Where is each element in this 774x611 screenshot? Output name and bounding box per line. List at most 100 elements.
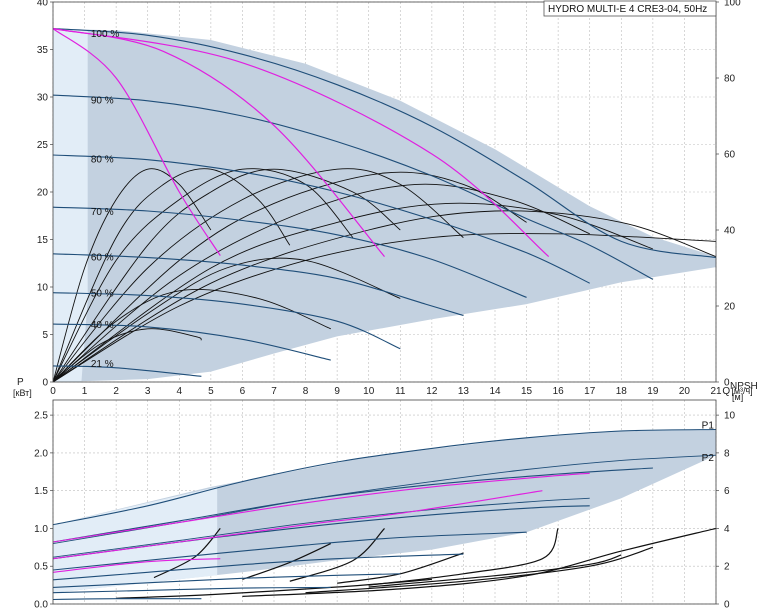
- x-tick-label: 0: [50, 386, 56, 397]
- npsh-curve: [242, 543, 332, 580]
- x-tick-label: 6: [240, 386, 246, 397]
- right-tick-label: 2: [724, 562, 730, 573]
- x-tick-label: 5: [208, 386, 214, 397]
- left-tick-label: 0.5: [34, 562, 48, 573]
- efficiency-curve: [53, 328, 202, 382]
- efficiency-curve: [53, 257, 401, 382]
- npsh-curve: [368, 554, 622, 588]
- speed-label: 100 %: [91, 29, 119, 40]
- left-tick-label: 25: [37, 140, 49, 151]
- x-tick-label: 15: [521, 386, 533, 397]
- x-tick-label: 18: [616, 386, 628, 397]
- p2-curve: [53, 497, 590, 558]
- head-curve: [53, 253, 464, 317]
- head-curve: [53, 28, 716, 259]
- right-tick-label: 10: [724, 411, 736, 422]
- right-tick-label: 0: [724, 378, 730, 389]
- speed-label: 21 %: [91, 359, 114, 370]
- plot-area: [53, 428, 716, 601]
- npsh-curve: [153, 528, 221, 579]
- x-tick-label: 17: [584, 386, 596, 397]
- efficiency-curve: [53, 168, 401, 382]
- p1-curve: [53, 586, 331, 594]
- left-tick-label: 35: [37, 45, 49, 56]
- title-box: HYDRO MULTI-E 4 CRE3-04, 50Hz: [543, 0, 717, 17]
- x-tick-label: 21: [710, 386, 722, 397]
- npsh-curve: [116, 578, 432, 599]
- x-tick-label: 12: [426, 386, 438, 397]
- efficiency-curve: [53, 168, 291, 382]
- efficiency-curve: [53, 210, 716, 382]
- speed-label: 60 %: [91, 252, 114, 263]
- left-tick-label: 2.5: [34, 411, 48, 422]
- speed-label: 40 %: [91, 320, 114, 331]
- left-axis-label: P: [17, 377, 24, 388]
- left-tick-label: 5: [42, 330, 48, 341]
- efficiency-curve: [53, 168, 212, 382]
- x-tick-label: 3: [145, 386, 151, 397]
- left-tick-label: 15: [37, 235, 49, 246]
- x-tick-label: 10: [363, 386, 375, 397]
- head-curve: [53, 323, 331, 361]
- right-axis-label: NPSH: [730, 381, 758, 392]
- power-system-curve: [53, 472, 590, 543]
- left-tick-label: 1.0: [34, 524, 48, 535]
- left-tick-label: 30: [37, 93, 49, 104]
- head-curve: [53, 94, 654, 280]
- plot-frame: [52, 399, 717, 605]
- p1-curve: [53, 573, 401, 588]
- power-curve-label: P2: [702, 453, 715, 464]
- right-axis-unit: [м]: [732, 392, 743, 402]
- left-tick-label: 1.5: [34, 486, 48, 497]
- right-tick-label: 100: [724, 0, 741, 9]
- x-tick-label: 7: [271, 386, 277, 397]
- x-tick-label: 2: [113, 386, 119, 397]
- head-curve: [53, 292, 401, 350]
- p1-curve: [53, 553, 464, 581]
- left-tick-label: 2.0: [34, 448, 48, 459]
- head-curve: [53, 206, 527, 298]
- efficiency-curve: [53, 289, 331, 382]
- p1-curve: [53, 467, 653, 543]
- speed-label: 90 %: [91, 96, 114, 107]
- right-tick-label: 20: [724, 302, 736, 313]
- speed-label: 80 %: [91, 155, 114, 166]
- efficiency-curve: [53, 202, 654, 382]
- right-tick-label: 60: [724, 150, 736, 161]
- operating-envelope-light: [53, 28, 88, 382]
- efficiency-curve: [53, 233, 716, 382]
- x-tick-label: 19: [647, 386, 659, 397]
- left-tick-label: 20: [37, 188, 49, 199]
- right-tick-label: 40: [724, 226, 736, 237]
- npsh-curve: [305, 546, 654, 594]
- plot-area: [53, 28, 716, 382]
- x-tick-label: 11: [395, 386, 406, 397]
- operating-envelope: [53, 429, 716, 593]
- power-npsh-panel: 0.00.51.01.52.02.50246810P[кВт]NPSH[м]P1…: [13, 377, 758, 611]
- x-tick-label: 4: [177, 386, 183, 397]
- left-axis-unit: [кВт]: [13, 388, 32, 398]
- head-curve: [53, 154, 590, 284]
- left-tick-label: 40: [37, 0, 49, 9]
- speed-label: 70 %: [91, 207, 114, 218]
- x-tick-label: 16: [553, 386, 565, 397]
- npsh-curve: [289, 527, 385, 582]
- npsh-curve: [368, 528, 559, 586]
- npsh-curve: [242, 527, 716, 597]
- speed-label: 50 %: [91, 289, 114, 300]
- efficiency-curve: [53, 183, 590, 382]
- system-curve: [53, 28, 221, 256]
- chart-title: HYDRO MULTI-E 4 CRE3-04, 50Hz: [548, 4, 707, 15]
- right-tick-label: 0: [724, 600, 730, 611]
- x-tick-label: 1: [82, 386, 88, 397]
- p1-curve: [53, 598, 202, 601]
- x-axis-label: Q: [722, 386, 730, 397]
- right-tick-label: 6: [724, 486, 730, 497]
- right-tick-label: 80: [724, 74, 736, 85]
- left-tick-label: 10: [37, 283, 49, 294]
- x-tick-label: 13: [458, 386, 470, 397]
- x-tick-label: 9: [334, 386, 340, 397]
- x-tick-label: 20: [679, 386, 691, 397]
